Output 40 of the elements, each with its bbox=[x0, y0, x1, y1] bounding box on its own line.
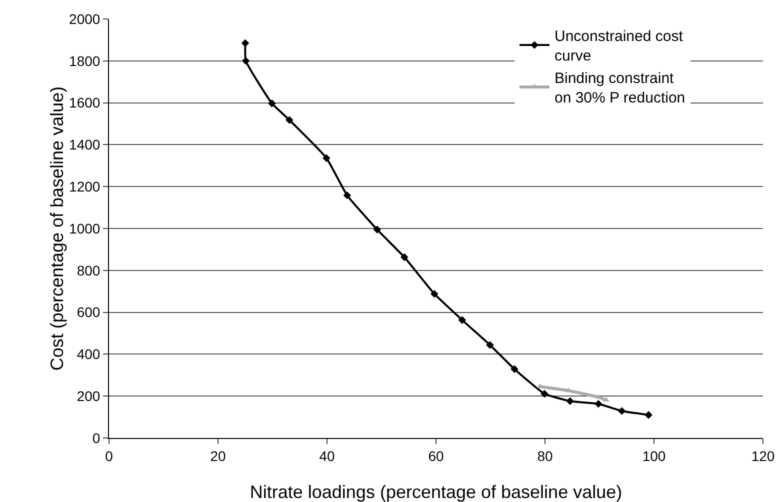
legend-label: Unconstrained cost curve bbox=[554, 28, 684, 65]
y-tick-label: 1000 bbox=[69, 220, 100, 236]
y-tick-label: 1400 bbox=[69, 136, 100, 153]
point bbox=[510, 365, 518, 373]
x-axis-title: Nitrate loadings (percentage of baseline value) bbox=[250, 482, 622, 502]
x-tick-label: 100 bbox=[642, 448, 666, 464]
point bbox=[400, 253, 408, 262]
point bbox=[540, 390, 548, 398]
y-axis-title: Cost (percentage of baseline value) bbox=[47, 86, 67, 371]
y-tick-label: 200 bbox=[76, 388, 100, 404]
y-tick-label: 800 bbox=[76, 262, 100, 278]
point bbox=[343, 192, 352, 200]
point bbox=[644, 411, 652, 419]
y-tick-label: 1200 bbox=[69, 178, 100, 194]
y-tick-label: 1600 bbox=[69, 94, 100, 111]
point bbox=[373, 226, 382, 234]
x-tick-label: 80 bbox=[537, 448, 553, 464]
x-tick-label: 60 bbox=[428, 448, 444, 464]
x-tick-label: 40 bbox=[319, 448, 335, 464]
x-tick-label: 20 bbox=[210, 448, 226, 464]
point bbox=[241, 39, 250, 47]
y-tick-label: 0 bbox=[92, 430, 100, 446]
x-tick-label: 0 bbox=[105, 448, 114, 464]
point bbox=[566, 397, 574, 406]
point bbox=[602, 396, 610, 402]
point bbox=[268, 100, 276, 108]
point bbox=[618, 407, 626, 415]
y-tick-label: 600 bbox=[76, 304, 100, 320]
x-tick-label: 120 bbox=[751, 448, 775, 464]
legend-label: Binding constraint on 30% P reduction bbox=[554, 70, 686, 107]
point bbox=[458, 316, 466, 324]
point bbox=[430, 290, 438, 298]
y-tick-label: 400 bbox=[76, 346, 100, 362]
y-tick-label: 1800 bbox=[69, 52, 100, 69]
point bbox=[486, 341, 494, 349]
y-tick-label: 2000 bbox=[69, 10, 100, 27]
point bbox=[286, 116, 294, 124]
point bbox=[322, 154, 330, 162]
point bbox=[594, 400, 602, 408]
point bbox=[242, 57, 250, 65]
